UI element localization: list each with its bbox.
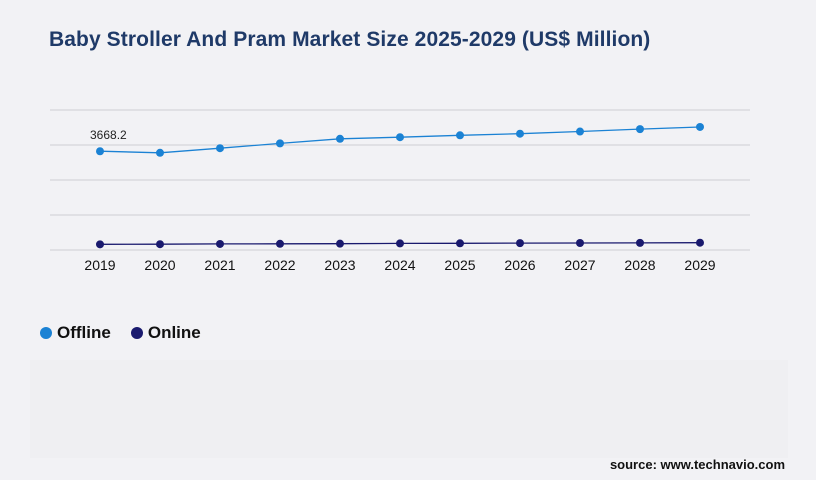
data-point-offline[interactable] bbox=[456, 131, 464, 140]
x-tick-label: 2022 bbox=[264, 257, 295, 273]
data-point-online[interactable] bbox=[396, 239, 404, 248]
grid-lines bbox=[50, 109, 750, 251]
x-tick-label: 2026 bbox=[504, 257, 535, 273]
data-point-offline[interactable] bbox=[576, 127, 584, 136]
legend-label-offline: Offline bbox=[57, 323, 111, 342]
data-point-offline[interactable] bbox=[216, 144, 224, 153]
data-point-online[interactable] bbox=[156, 240, 164, 249]
x-tick-label: 2024 bbox=[384, 257, 415, 273]
data-point-online[interactable] bbox=[696, 238, 704, 247]
data-point-offline[interactable] bbox=[336, 134, 344, 143]
legend-marker-online bbox=[130, 327, 143, 339]
data-point-offline[interactable] bbox=[696, 122, 704, 131]
data-point-online[interactable] bbox=[636, 238, 644, 247]
data-labels: 3668.2 bbox=[90, 128, 127, 142]
data-point-offline[interactable] bbox=[636, 125, 644, 134]
x-tick-label: 2027 bbox=[564, 257, 595, 273]
series-points bbox=[96, 122, 704, 249]
data-point-offline[interactable] bbox=[156, 148, 164, 157]
x-tick-label: 2019 bbox=[84, 257, 115, 273]
data-point-online[interactable] bbox=[96, 240, 104, 249]
legend-item-offline[interactable]: Offline bbox=[40, 323, 111, 343]
line-chart: 2019 2020 2021 2022 2023 2024 2025 2026 2027 2028… bbox=[50, 109, 750, 273]
data-point-online[interactable] bbox=[216, 239, 224, 248]
data-point-online[interactable] bbox=[336, 239, 344, 248]
x-tick-label: 2029 bbox=[684, 257, 715, 273]
legend-marker-offline bbox=[40, 327, 52, 339]
data-point-online[interactable] bbox=[576, 239, 584, 247]
legend-item-online[interactable]: Online bbox=[130, 323, 201, 343]
data-point-online[interactable] bbox=[276, 239, 284, 248]
x-tick-label: 2025 bbox=[444, 257, 475, 273]
source-credit: source: www.technavio.com bbox=[609, 457, 785, 472]
data-point-online[interactable] bbox=[516, 239, 524, 248]
bottom-panel bbox=[30, 360, 788, 458]
x-tick-label: 2021 bbox=[204, 257, 235, 273]
data-point-offline[interactable] bbox=[96, 147, 104, 156]
legend-label-online: Online bbox=[147, 323, 201, 342]
data-point-offline[interactable] bbox=[396, 133, 404, 142]
x-axis-tick-labels: 2019 2020 2021 2022 2023 2024 2025 2026 2027 2028… bbox=[84, 257, 715, 273]
chart-legend: Offline Online bbox=[40, 323, 201, 343]
data-point-online[interactable] bbox=[456, 239, 464, 248]
data-label: 3668.2 bbox=[90, 128, 127, 142]
data-point-offline[interactable] bbox=[516, 129, 524, 138]
chart-title: Baby Stroller And Pram Market Size 2025-… bbox=[49, 28, 651, 51]
x-tick-label: 2028 bbox=[624, 257, 655, 273]
x-tick-label: 2020 bbox=[144, 257, 175, 273]
data-point-offline[interactable] bbox=[276, 139, 284, 148]
x-tick-label: 2023 bbox=[324, 257, 355, 273]
